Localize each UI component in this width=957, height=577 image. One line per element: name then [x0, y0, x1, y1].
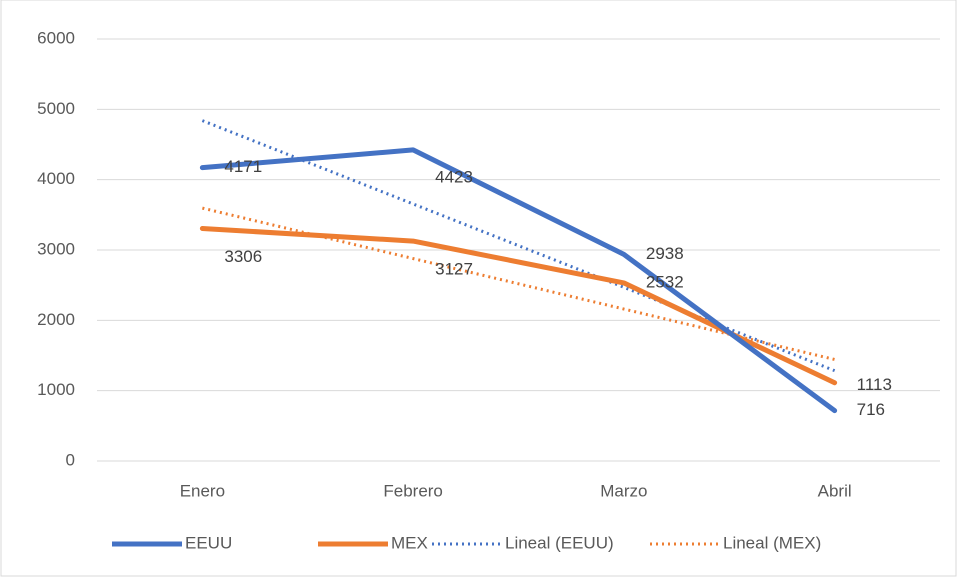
data-label: 716 — [857, 400, 885, 419]
x-tick-label: Marzo — [600, 481, 647, 500]
legend-label: MEX — [391, 533, 428, 552]
series-line — [199, 147, 838, 414]
legend-label: Lineal (MEX) — [723, 533, 821, 552]
data-label: 2938 — [646, 244, 684, 263]
data-label: 3306 — [224, 247, 262, 266]
y-tick-label: 1000 — [37, 380, 75, 399]
y-tick-label: 6000 — [37, 28, 75, 47]
x-tick-label: Febrero — [383, 481, 443, 500]
x-tick-label: Enero — [180, 481, 225, 500]
data-label: 1113 — [857, 375, 892, 394]
y-tick-label: 0 — [66, 450, 75, 469]
data-label: 4171 — [224, 157, 262, 176]
y-tick-label: 4000 — [37, 169, 75, 188]
data-label: 3127 — [435, 260, 473, 279]
legend-label: Lineal (EEUU) — [505, 533, 614, 552]
y-tick-label: 2000 — [37, 310, 75, 329]
data-label: 4423 — [435, 167, 473, 186]
legend-label: EEUU — [185, 533, 232, 552]
y-tick-label: 5000 — [37, 99, 75, 118]
x-tick-label: Abril — [818, 481, 852, 500]
data-label: 2532 — [646, 272, 684, 291]
y-tick-label: 3000 — [37, 239, 75, 258]
